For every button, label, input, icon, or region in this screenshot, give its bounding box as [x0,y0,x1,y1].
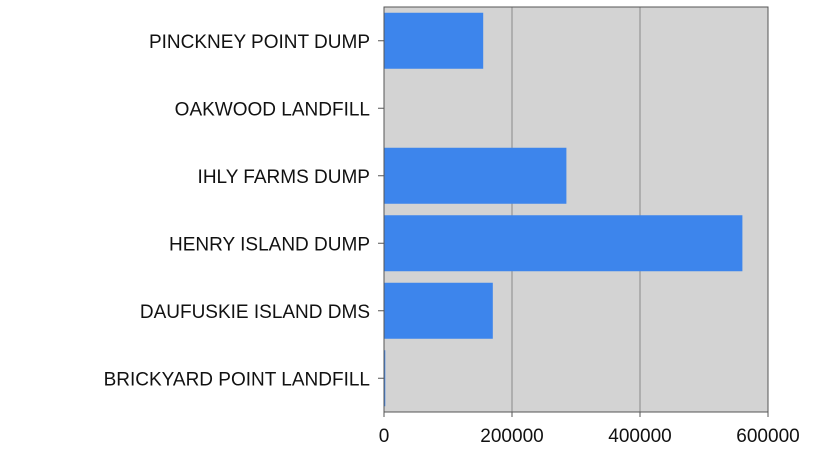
bar [384,147,567,204]
category-axis: PINCKNEY POINT DUMP OAKWOOD LANDFILL IHLY … [104,32,384,390]
category-label: IHLY FARMS DUMP [198,167,370,188]
category-label: HENRY ISLAND DUMP [169,234,370,255]
value-axis: 0 200000 400000 600000 [379,412,800,447]
gridlines [511,7,641,412]
category-label: OAKWOOD LANDFILL [175,99,370,120]
category-label: BRICKYARD POINT LANDFILL [104,369,370,390]
x-tick-label: 600000 [736,426,799,447]
bar [384,12,484,69]
bar [384,282,493,339]
x-tick-label: 200000 [480,426,543,447]
x-tick-label: 400000 [608,426,671,447]
bar [384,215,743,272]
bars [384,12,743,407]
bar [384,350,386,407]
plot-frame [383,6,769,413]
x-tick-label: 0 [379,426,390,447]
category-label: PINCKNEY POINT DUMP [149,32,370,53]
category-label: DAUFUSKIE ISLAND DMS [140,302,370,323]
plot-area [384,7,768,412]
